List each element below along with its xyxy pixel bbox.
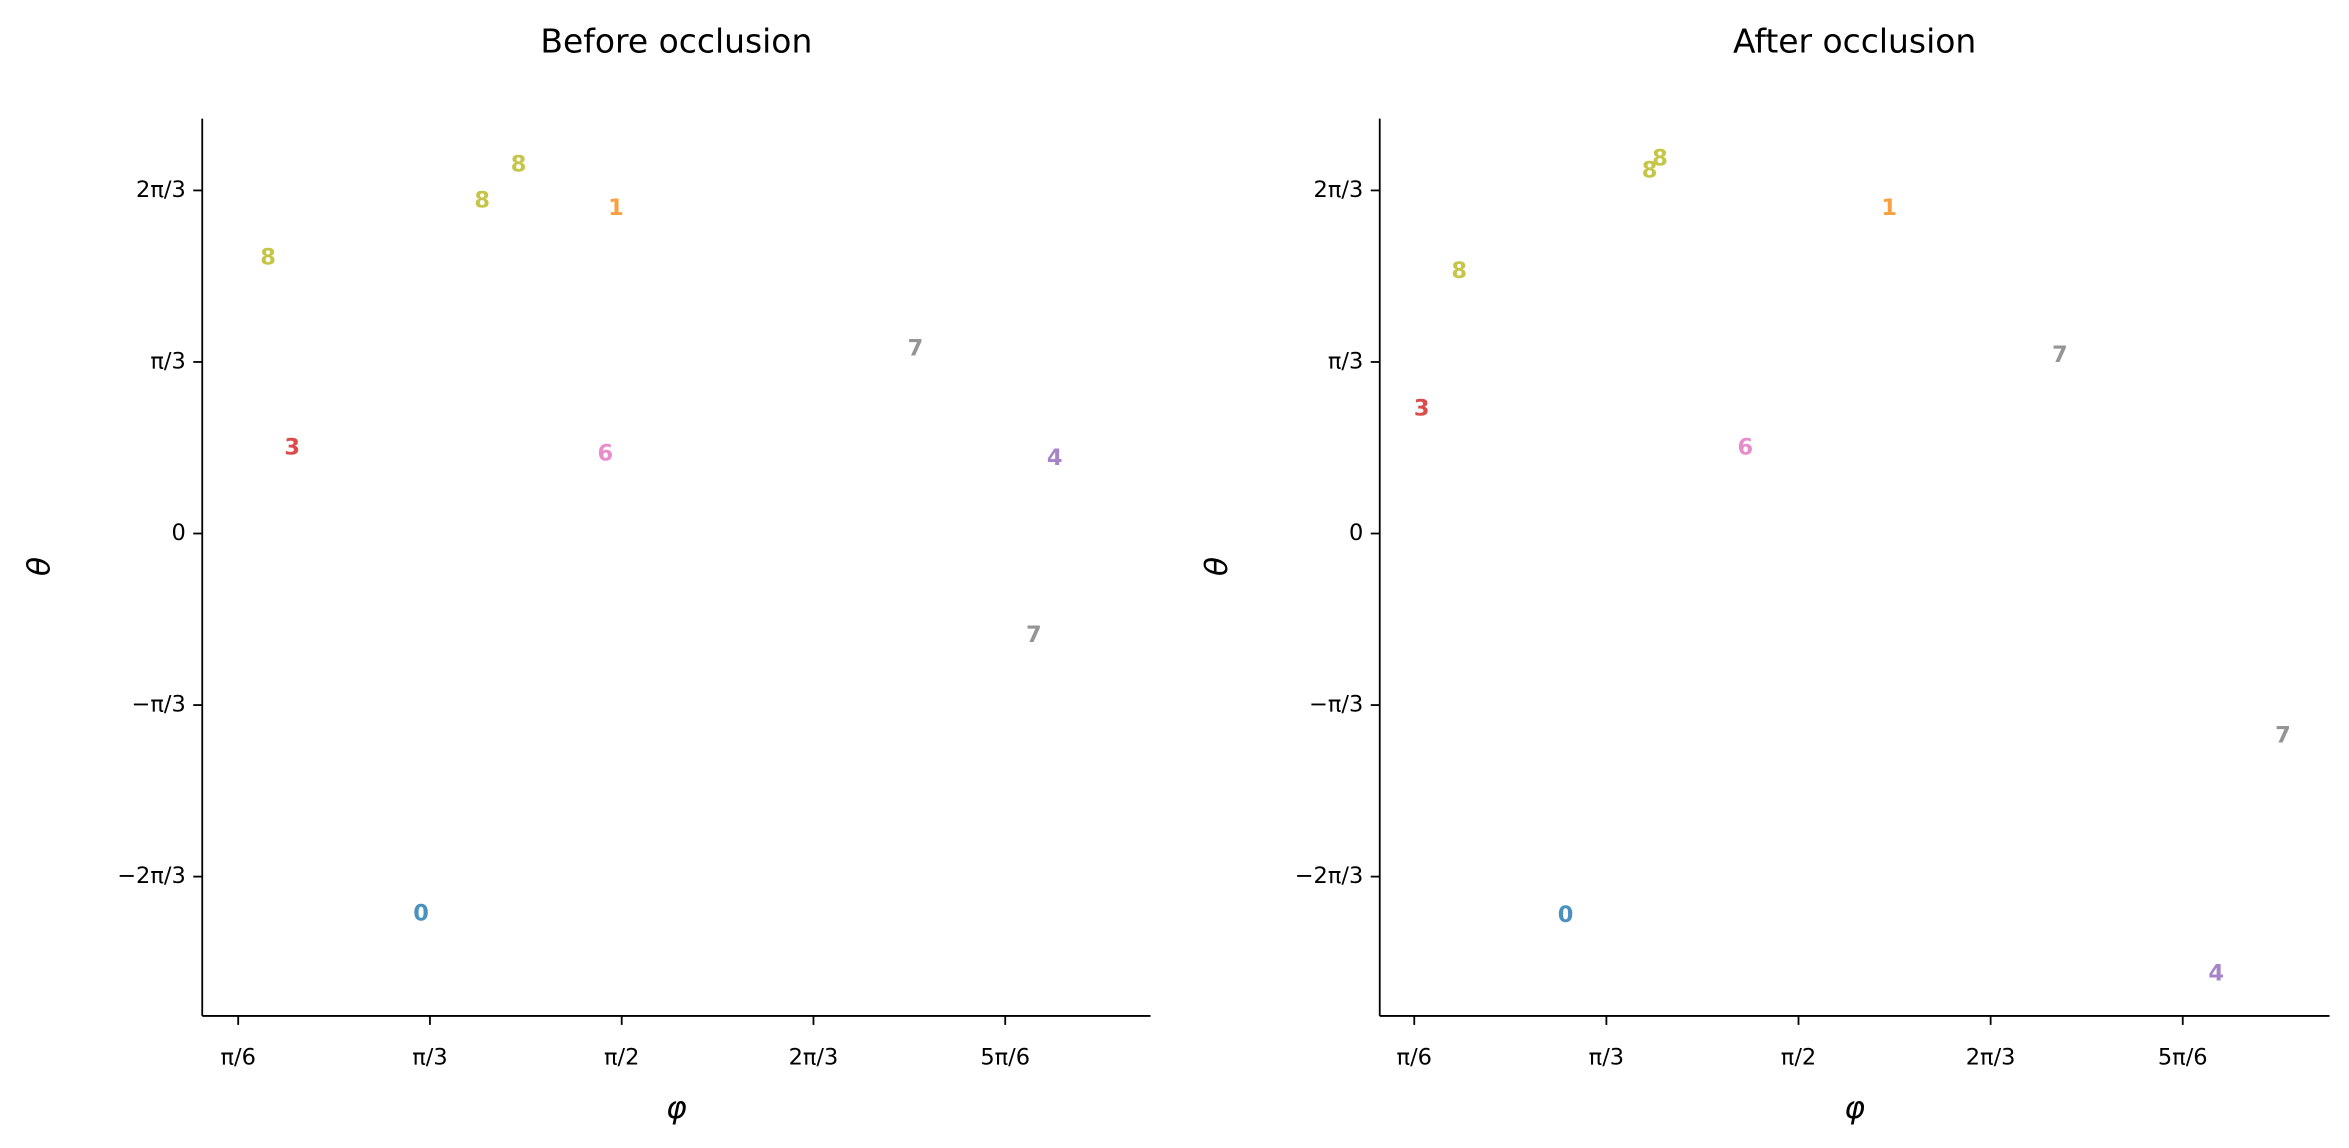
- y-tick-label: −2π/3: [117, 863, 186, 889]
- y-tick-label: π/3: [1328, 348, 1363, 374]
- y-axis-label: θ: [1199, 557, 1235, 576]
- point-label: 7: [2275, 722, 2291, 748]
- point-label: 7: [1026, 622, 1042, 648]
- y-tick-label: 0: [171, 520, 185, 546]
- point-label: 6: [597, 441, 613, 467]
- point-label: 3: [1414, 396, 1430, 422]
- point-label: 6: [1738, 435, 1754, 461]
- x-tick-label: 2π/3: [1966, 1044, 2016, 1070]
- x-tick-label: 5π/6: [2158, 1044, 2208, 1070]
- point-label: 8: [474, 187, 490, 213]
- x-tick-label: π/2: [1781, 1044, 1816, 1070]
- chart-title: Before occlusion: [540, 22, 812, 61]
- y-axis-label: θ: [21, 557, 57, 576]
- x-axis-label: φ: [666, 1090, 687, 1126]
- point-label: 4: [2208, 961, 2224, 987]
- y-tick-label: −π/3: [132, 692, 186, 718]
- point-label: 8: [260, 244, 276, 270]
- x-axis-label: φ: [1844, 1090, 1865, 1126]
- point-label: 0: [1558, 902, 1574, 928]
- y-tick-label: 2π/3: [1314, 177, 1364, 203]
- point-label: 8: [1652, 146, 1668, 172]
- y-tick-label: π/3: [150, 348, 185, 374]
- point-label: 3: [284, 435, 300, 461]
- x-tick-label: 2π/3: [789, 1044, 839, 1070]
- point-label: 7: [2052, 342, 2068, 368]
- point-label: 0: [413, 901, 429, 927]
- point-label: 8: [1451, 258, 1467, 284]
- x-tick-label: 5π/6: [980, 1044, 1030, 1070]
- point-label: 8: [511, 151, 527, 177]
- x-tick-label: π/3: [1589, 1044, 1624, 1070]
- x-tick-label: π/6: [221, 1044, 256, 1070]
- x-tick-label: π/2: [604, 1044, 639, 1070]
- point-label: 8: [1642, 158, 1658, 184]
- chart-title: After occlusion: [1733, 22, 1976, 61]
- y-tick-label: 2π/3: [136, 177, 186, 203]
- y-tick-label: −π/3: [1309, 692, 1363, 718]
- y-tick-label: 0: [1349, 520, 1363, 546]
- point-label: 4: [1047, 445, 1063, 471]
- point-label: 1: [1881, 195, 1897, 221]
- x-tick-label: π/6: [1397, 1044, 1432, 1070]
- point-label: 7: [908, 336, 924, 362]
- point-label: 1: [608, 195, 624, 221]
- x-tick-label: π/3: [412, 1044, 447, 1070]
- y-tick-label: −2π/3: [1295, 863, 1364, 889]
